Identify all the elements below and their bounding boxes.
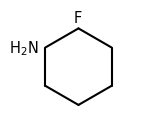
Text: F: F <box>73 11 81 26</box>
Text: H$_2$N: H$_2$N <box>9 39 38 57</box>
